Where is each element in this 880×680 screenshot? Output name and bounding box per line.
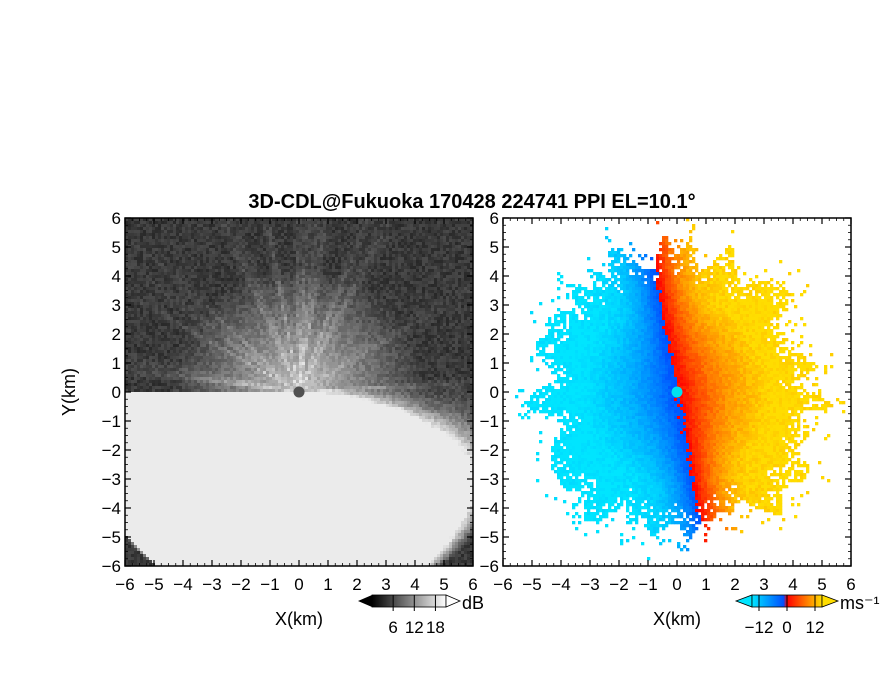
y-tick-label: −3 bbox=[480, 470, 499, 489]
colorbar-tick-label: 18 bbox=[426, 618, 445, 637]
y-tick-label: −6 bbox=[102, 557, 121, 576]
colorbar-tick-label: 12 bbox=[405, 618, 424, 637]
colorbar-max-arrow bbox=[445, 594, 462, 608]
colorbar-tick-label: 0 bbox=[782, 618, 791, 637]
y-tick-label: 5 bbox=[490, 238, 499, 257]
colorbar-tick-label: 6 bbox=[388, 618, 397, 637]
x-tick-label: 3 bbox=[381, 575, 390, 594]
x-tick-label: 4 bbox=[410, 575, 419, 594]
x-tick-label: 6 bbox=[468, 575, 477, 594]
y-tick-label: −3 bbox=[102, 470, 121, 489]
x-tick-label: 6 bbox=[846, 575, 855, 594]
y-tick-label: −4 bbox=[480, 499, 499, 518]
y-tick-label: 3 bbox=[490, 296, 499, 315]
x-tick-label: −2 bbox=[231, 575, 250, 594]
intensity-unit: dB bbox=[462, 593, 484, 613]
x-tick-label: 1 bbox=[701, 575, 710, 594]
velocity-panel: −6 −5 −4 −3 −2 −1 0 1 2 3 4 5 6 6 5 4 3 2 1 0 −1 −2 −3 −4 −5 −6 bbox=[480, 209, 856, 594]
intensity-panel: −6 −5 −4 −3 −2 −1 0 1 2 3 4 5 6 6 5 4 3 2 1 0 −1 −2 −3 −4 −5 −6 bbox=[102, 209, 478, 594]
x-tick-label: −6 bbox=[115, 575, 134, 594]
colorbar-min-arrow bbox=[734, 594, 753, 608]
x-tick-label: 2 bbox=[730, 575, 739, 594]
x-tick-label: −1 bbox=[260, 575, 279, 594]
y-tick-label: 2 bbox=[490, 325, 499, 344]
colorbar-max-arrow bbox=[821, 594, 840, 608]
x-tick-label: 5 bbox=[817, 575, 826, 594]
y-tick-label: 2 bbox=[112, 325, 121, 344]
x-tick-label: −1 bbox=[638, 575, 657, 594]
x-tick-label: −2 bbox=[609, 575, 628, 594]
y-tick-label: 0 bbox=[490, 383, 499, 402]
left-x-axis-label: X(km) bbox=[275, 609, 323, 629]
x-tick-label: −6 bbox=[493, 575, 512, 594]
x-tick-label: −5 bbox=[522, 575, 541, 594]
x-tick-label: 5 bbox=[439, 575, 448, 594]
y-tick-label: −2 bbox=[480, 441, 499, 460]
colorbar-tick-label: 12 bbox=[806, 618, 825, 637]
x-tick-label: 0 bbox=[294, 575, 303, 594]
y-tick-label: −2 bbox=[102, 441, 121, 460]
left-y-axis-label: Y(km) bbox=[59, 368, 79, 416]
y-tick-label: 6 bbox=[490, 209, 499, 228]
colorbar-tick-label: −12 bbox=[745, 618, 774, 637]
x-tick-label: 0 bbox=[672, 575, 681, 594]
y-tick-label: 4 bbox=[490, 267, 499, 286]
x-tick-label: −5 bbox=[144, 575, 163, 594]
y-tick-label: 4 bbox=[112, 267, 121, 286]
data-field bbox=[125, 218, 473, 566]
x-tick-label: −3 bbox=[202, 575, 221, 594]
x-tick-label: 2 bbox=[352, 575, 361, 594]
y-tick-label: −1 bbox=[102, 412, 121, 431]
x-tick-label: 3 bbox=[759, 575, 768, 594]
y-tick-label: −1 bbox=[480, 412, 499, 431]
velocity-colorbar: ms⁻¹ −12 0 12 bbox=[734, 593, 880, 637]
x-tick-label: 1 bbox=[323, 575, 332, 594]
x-tick-label: −4 bbox=[551, 575, 570, 594]
x-tick-label: 4 bbox=[788, 575, 797, 594]
radar-center-marker bbox=[671, 386, 683, 398]
intensity-colorbar: dB 6 12 18 bbox=[358, 593, 484, 637]
x-tick-label: −3 bbox=[580, 575, 599, 594]
y-tick-label: 6 bbox=[112, 209, 121, 228]
y-tick-label: 5 bbox=[112, 238, 121, 257]
y-tick-label: 0 bbox=[112, 383, 121, 402]
y-tick-label: 1 bbox=[112, 354, 121, 373]
colorbar-min-arrow bbox=[358, 595, 372, 607]
data-field bbox=[515, 218, 846, 561]
velocity-unit: ms⁻¹ bbox=[840, 593, 880, 613]
y-tick-label: −5 bbox=[102, 528, 121, 547]
y-tick-label: −5 bbox=[480, 528, 499, 547]
y-tick-label: −4 bbox=[102, 499, 121, 518]
colorbar-gradient bbox=[371, 594, 447, 608]
right-x-axis-label: X(km) bbox=[653, 609, 701, 629]
x-tick-label: −4 bbox=[173, 575, 192, 594]
y-tick-label: 1 bbox=[490, 354, 499, 373]
y-tick-label: −6 bbox=[480, 557, 499, 576]
radar-center-marker bbox=[293, 386, 305, 398]
chart-title: 3D-CDL@Fukuoka 170428 224741 PPI EL=10.1… bbox=[248, 191, 695, 213]
y-tick-label: 3 bbox=[112, 296, 121, 315]
